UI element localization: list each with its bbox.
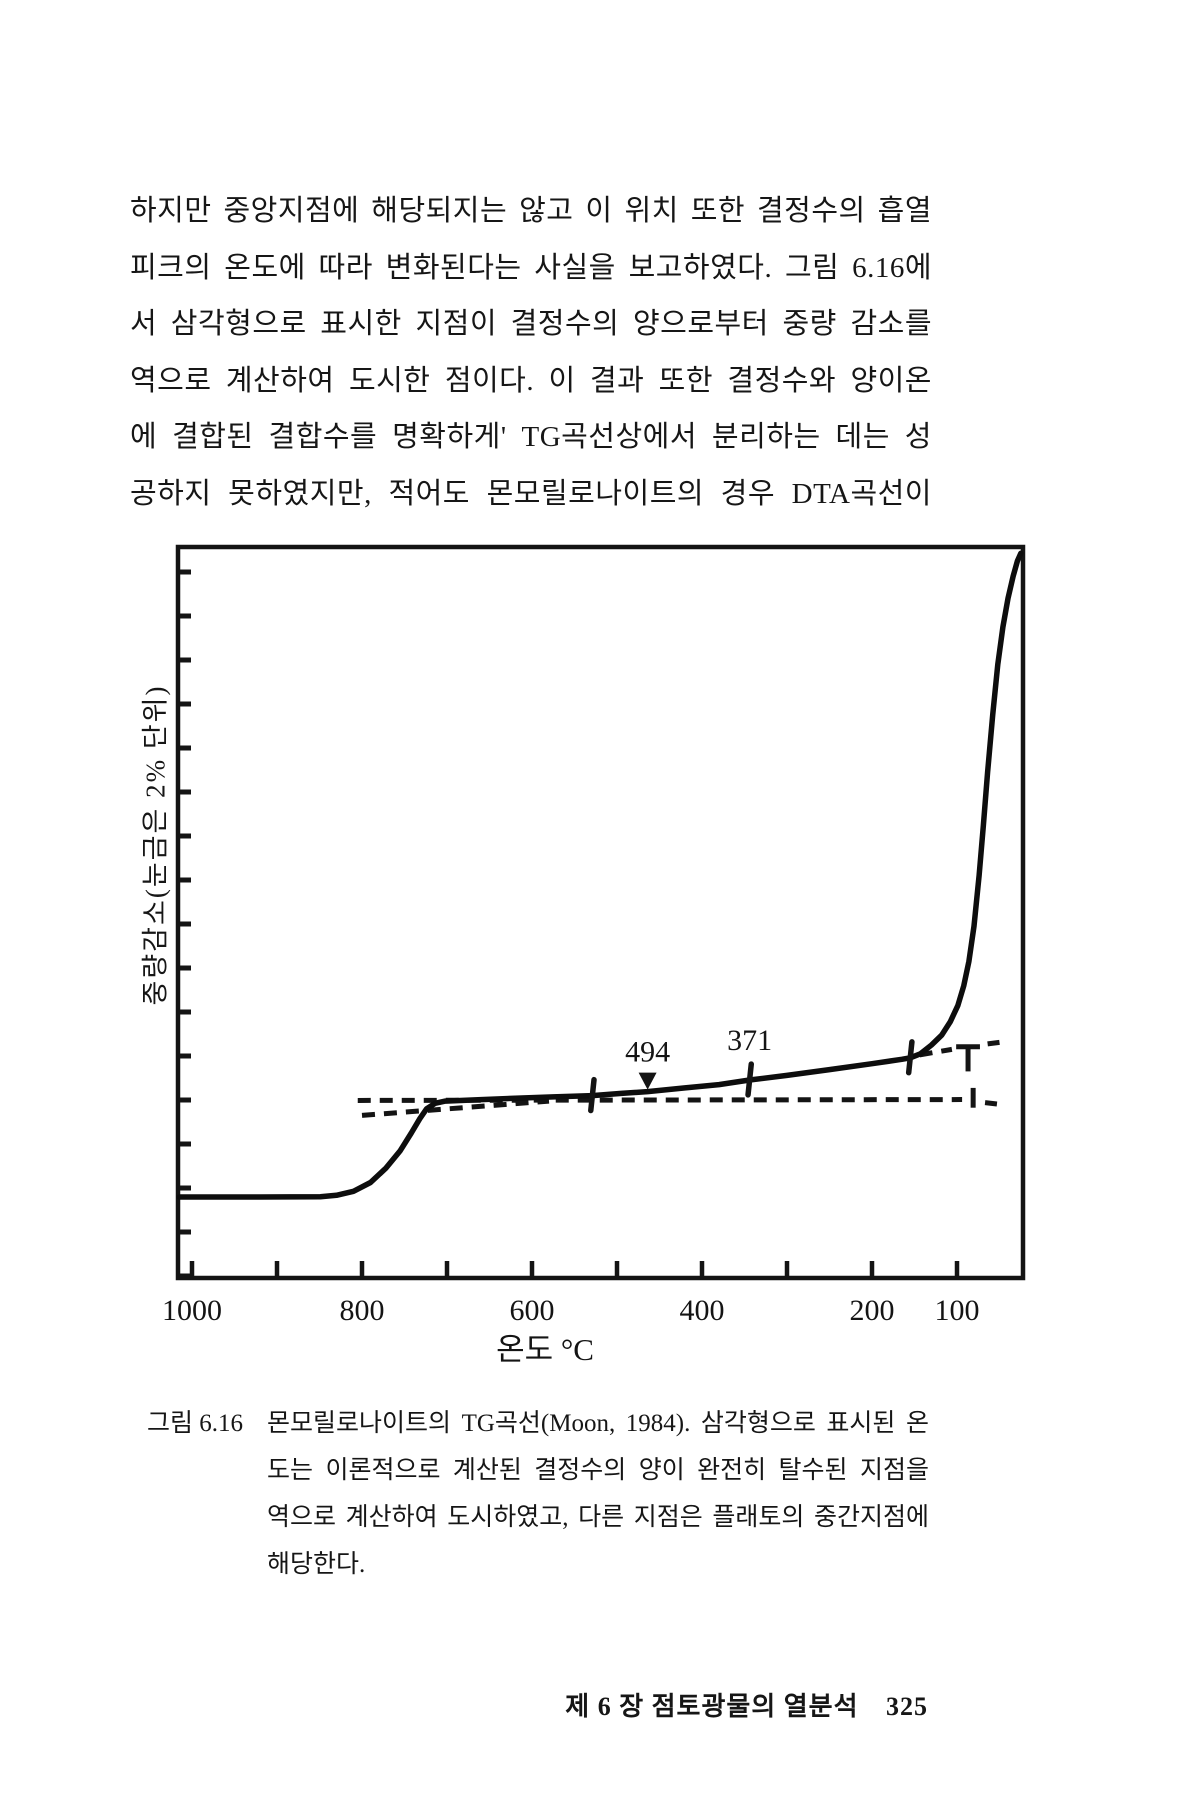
body-line: 피크의 온도에 따라 변화된다는 사실을 보고하였다. 그림 6.16에: [130, 251, 932, 284]
plus-tick-marker: [745, 1061, 755, 1098]
dashed-guide: [919, 1046, 953, 1058]
body-line: 서 삼각형으로 표시한 지점이 결정수의 양으로부터 중량 감소를: [130, 308, 932, 340]
x-axis-tick-label: 800: [340, 1294, 385, 1327]
point-label-494: 494: [625, 1036, 670, 1069]
point-label-371: 371: [727, 1024, 772, 1057]
y-axis-title: 중량감소(눈금은 2% 단위): [140, 684, 171, 1006]
tg-curve: [176, 550, 1024, 1200]
caption-line: 해당한다.: [267, 1551, 366, 1578]
page-number: 325: [886, 1692, 928, 1721]
x-axis-tick-label: 100: [935, 1294, 980, 1327]
plus-tick-marker: [905, 1039, 915, 1076]
x-axis-tick-label: 600: [510, 1294, 555, 1327]
figure-number: 그림 6.16: [147, 1410, 244, 1437]
body-line: 공하지 못하였지만, 적어도 몬모릴로나이트의 경우 DTA곡선이: [130, 477, 932, 510]
body-line: 에 결합된 결합수를 명확하게' TG곡선상에서 분리하는 데는 성: [130, 421, 932, 453]
figure-caption-text: 몬모릴로나이트의 TG곡선(Moon, 1984). 삼각형으로 표시된 온 도…: [267, 1400, 929, 1588]
figure-caption: 그림 6.16 몬모릴로나이트의 TG곡선(Moon, 1984). 삼각형으로…: [147, 1400, 929, 1588]
dashed-guide: [987, 1039, 1000, 1047]
page-footer: 제 6 장 점토광물의 열분석 325: [565, 1686, 928, 1723]
dashed-guide: [984, 1100, 998, 1107]
plot-frame: [175, 544, 1026, 1281]
x-axis-title: 온도 °C: [496, 1332, 594, 1367]
x-axis-tick-label: 200: [850, 1294, 895, 1327]
triangle-marker: [638, 1072, 657, 1090]
x-axis-tick-label: 400: [680, 1294, 725, 1327]
x-axis-tick-label: 1000: [162, 1294, 222, 1327]
body-paragraph: 하지만 중앙지점에 해당되지는 않고 이 위치 또한 결정수의 흡열 피크의 온…: [130, 183, 932, 522]
plus-tick-marker: [588, 1076, 597, 1114]
body-line: 하지만 중앙지점에 해당되지는 않고 이 위치 또한 결정수의 흡열: [130, 195, 932, 227]
body-line: 역으로 계산하여 도시한 점이다. 이 결과 또한 결정수와 양이온: [130, 364, 932, 397]
caption-line: 몬모릴로나이트의 TG곡선(Moon, 1984). 삼각형으로 표시된 온: [267, 1410, 929, 1437]
dashed-guide: [361, 1098, 550, 1118]
caption-line: 역으로 계산하여 도시하였고, 다른 지점은 플래토의 중간지점에: [267, 1504, 929, 1531]
caption-line: 도는 이론적으로 계산된 결정수의 양이 완전히 탈수된 지점을: [267, 1457, 929, 1484]
chapter-title: 제 6 장 점토광물의 열분석: [565, 1692, 859, 1721]
